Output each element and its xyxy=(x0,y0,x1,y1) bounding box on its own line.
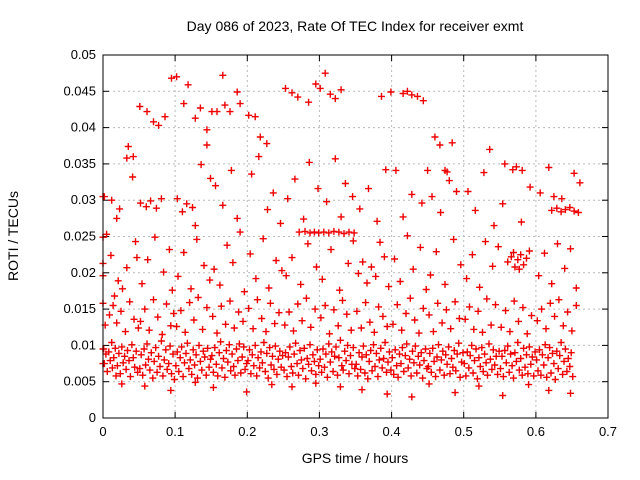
y-tick-label: 0.025 xyxy=(63,229,96,244)
x-tick-label: 0.1 xyxy=(166,424,184,439)
chart-title: Day 086 of 2023, Rate Of TEC Index for r… xyxy=(187,18,524,34)
y-tick-label: 0.04 xyxy=(71,120,96,135)
y-tick-label: 0.035 xyxy=(63,156,96,171)
x-tick-label: 0.2 xyxy=(238,424,256,439)
y-tick-label: 0.045 xyxy=(63,83,96,98)
y-tick-label: 0.005 xyxy=(63,374,96,389)
x-tick-label: 0.6 xyxy=(527,424,545,439)
x-axis-label: GPS time / hours xyxy=(302,450,409,466)
y-tick-label: 0.01 xyxy=(71,337,96,352)
y-axis-label: ROTI / TECUs xyxy=(5,191,21,281)
y-tick-label: 0.03 xyxy=(71,192,96,207)
x-tick-label: 0.5 xyxy=(455,424,473,439)
y-tick-label: 0.05 xyxy=(71,47,96,62)
y-tick-label: 0.02 xyxy=(71,265,96,280)
x-tick-label: 0 xyxy=(99,424,106,439)
plot-border xyxy=(102,54,609,419)
y-tick-label: 0.015 xyxy=(63,301,96,316)
x-tick-label: 0.4 xyxy=(383,424,401,439)
x-tick-label: 0.3 xyxy=(310,424,328,439)
y-tick-label: 0 xyxy=(89,410,96,425)
scatter-points xyxy=(99,69,584,401)
tick-labels: 0 0.1 0.2 0.3 0.4 0.5 0.6 0.7 0 0.005 0.01 0.015 0.0… xyxy=(63,47,617,439)
x-tick-label: 0.7 xyxy=(599,424,617,439)
